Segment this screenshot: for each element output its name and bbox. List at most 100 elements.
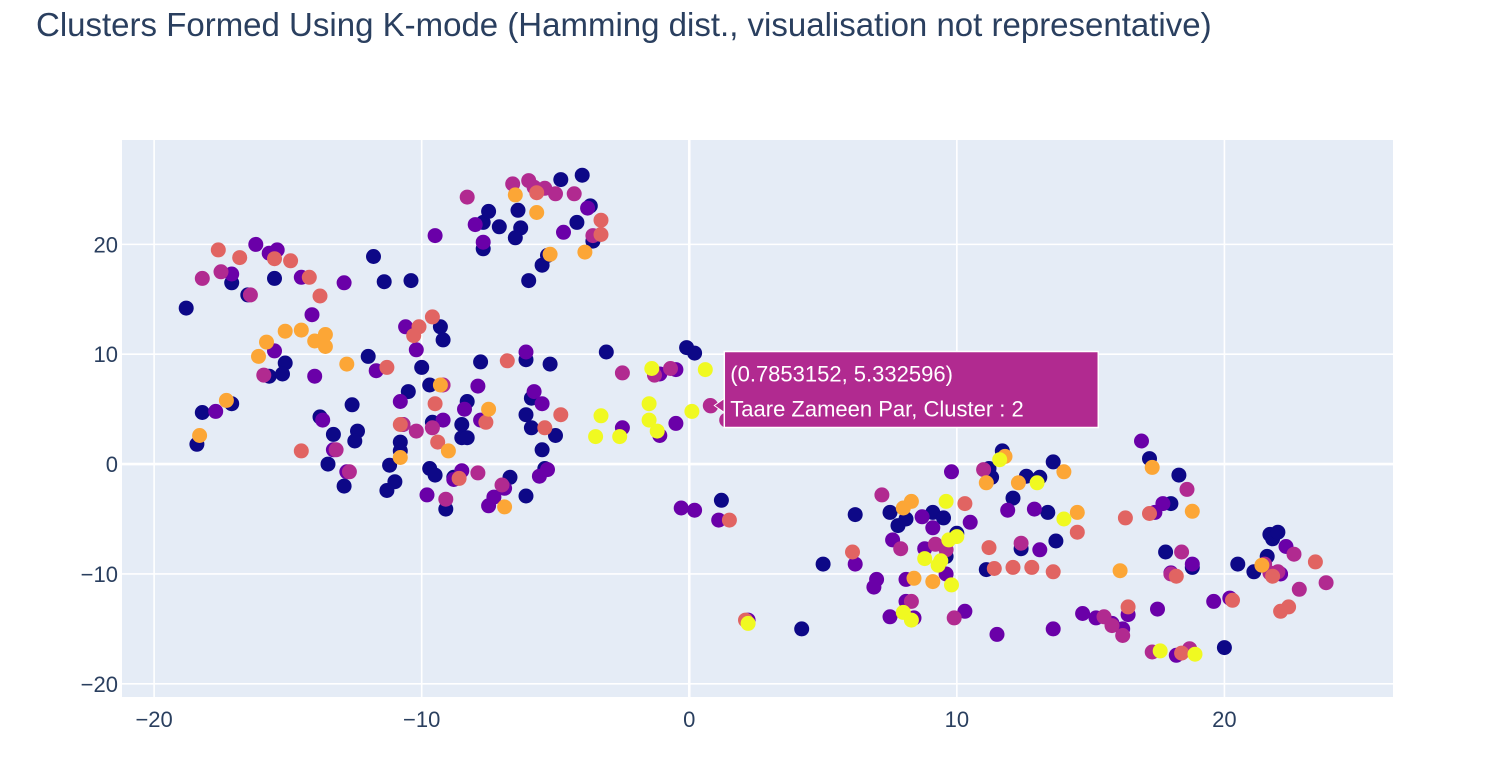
data-point-cluster-2[interactable]	[1291, 581, 1307, 597]
data-point-cluster-3[interactable]	[1168, 568, 1184, 584]
data-point-cluster-4[interactable]	[1056, 464, 1072, 480]
data-point-cluster-1[interactable]	[847, 556, 863, 572]
data-point-cluster-4[interactable]	[481, 401, 497, 417]
data-point-cluster-1[interactable]	[957, 603, 973, 619]
data-point-cluster-2[interactable]	[470, 465, 486, 481]
data-point-cluster-0[interactable]	[542, 356, 558, 372]
data-point-cluster-3[interactable]	[1174, 645, 1190, 661]
data-point-cluster-2[interactable]	[1013, 535, 1029, 551]
data-point-cluster-5[interactable]	[641, 412, 657, 428]
data-point-cluster-4[interactable]	[903, 493, 919, 509]
data-point-cluster-3[interactable]	[293, 443, 309, 459]
data-point-cluster-3[interactable]	[721, 512, 737, 528]
data-point-cluster-0[interactable]	[794, 621, 810, 637]
data-point-cluster-2[interactable]	[566, 186, 582, 202]
data-point-cluster-3[interactable]	[1117, 510, 1133, 526]
data-point-cluster-0[interactable]	[1005, 490, 1021, 506]
data-point-cluster-1[interactable]	[307, 368, 323, 384]
data-point-cluster-2[interactable]	[874, 487, 890, 503]
data-point-cluster-3[interactable]	[283, 253, 299, 269]
data-point-cluster-2[interactable]	[256, 367, 272, 383]
data-point-cluster-2[interactable]	[893, 541, 909, 557]
data-point-cluster-3[interactable]	[553, 407, 569, 423]
data-point-cluster-0[interactable]	[1045, 454, 1061, 470]
data-point-cluster-4[interactable]	[392, 450, 408, 465]
data-point-cluster-3[interactable]	[957, 496, 973, 512]
data-point-cluster-1[interactable]	[925, 520, 941, 536]
data-point-cluster-3[interactable]	[1142, 506, 1157, 521]
data-point-cluster-0[interactable]	[275, 366, 290, 382]
data-point-cluster-4[interactable]	[542, 246, 558, 262]
data-point-cluster-0[interactable]	[360, 348, 376, 364]
data-point-cluster-5[interactable]	[992, 452, 1008, 468]
data-point-cluster-5[interactable]	[1187, 646, 1203, 662]
data-point-cluster-0[interactable]	[553, 172, 569, 188]
data-point-cluster-2[interactable]	[213, 264, 229, 280]
data-point-cluster-1[interactable]	[304, 307, 320, 323]
data-point-cluster-3[interactable]	[392, 417, 408, 432]
data-point-cluster-0[interactable]	[347, 433, 363, 449]
data-point-cluster-0[interactable]	[194, 405, 210, 420]
data-point-cluster-2[interactable]	[548, 186, 563, 202]
data-point-cluster-0[interactable]	[435, 332, 451, 348]
data-point-cluster-3[interactable]	[267, 251, 282, 267]
data-point-cluster-3[interactable]	[232, 250, 248, 266]
data-point-cluster-2[interactable]	[242, 287, 258, 303]
data-point-cluster-0[interactable]	[422, 377, 438, 393]
data-point-cluster-3[interactable]	[499, 353, 515, 369]
data-point-cluster-2[interactable]	[1286, 546, 1302, 562]
data-point-cluster-0[interactable]	[1048, 533, 1064, 549]
data-point-cluster-4[interactable]	[978, 475, 994, 491]
data-point-cluster-1[interactable]	[467, 217, 483, 233]
data-point-cluster-4[interactable]	[317, 327, 333, 342]
data-point-cluster-1[interactable]	[540, 462, 555, 478]
data-point-cluster-4[interactable]	[529, 205, 545, 220]
data-point-cluster-4[interactable]	[317, 339, 333, 354]
data-point-cluster-5[interactable]	[944, 577, 959, 593]
data-point-cluster-5[interactable]	[740, 615, 756, 631]
data-point-cluster-0[interactable]	[574, 167, 590, 183]
data-point-cluster-2[interactable]	[976, 462, 992, 478]
data-point-cluster-0[interactable]	[534, 442, 550, 458]
data-point-cluster-0[interactable]	[1216, 640, 1232, 656]
data-point-cluster-2[interactable]	[408, 423, 424, 439]
data-point-cluster-5[interactable]	[612, 429, 628, 445]
data-point-cluster-3[interactable]	[1265, 568, 1281, 584]
data-point-cluster-3[interactable]	[593, 212, 609, 228]
data-point-cluster-0[interactable]	[344, 397, 360, 413]
data-point-cluster-1[interactable]	[556, 224, 571, 240]
data-point-cluster-3[interactable]	[411, 319, 427, 335]
data-point-cluster-1[interactable]	[668, 415, 684, 431]
data-point-cluster-3[interactable]	[537, 420, 553, 436]
data-point-cluster-4[interactable]	[293, 322, 309, 338]
data-point-cluster-5[interactable]	[684, 403, 700, 419]
data-point-cluster-1[interactable]	[526, 384, 542, 400]
data-point-cluster-2[interactable]	[1318, 575, 1334, 591]
data-point-cluster-0[interactable]	[847, 507, 863, 523]
data-point-cluster-2[interactable]	[424, 420, 440, 436]
data-point-cluster-0[interactable]	[325, 426, 341, 442]
data-point-cluster-2[interactable]	[1174, 544, 1190, 560]
data-point-cluster-4[interactable]	[497, 499, 513, 515]
data-point-cluster-2[interactable]	[903, 593, 919, 609]
data-point-cluster-4[interactable]	[1010, 475, 1026, 491]
data-point-cluster-0[interactable]	[320, 456, 336, 472]
data-point-cluster-0[interactable]	[379, 483, 395, 498]
data-point-cluster-0[interactable]	[1171, 467, 1187, 483]
data-point-cluster-3[interactable]	[593, 227, 609, 242]
data-point-cluster-4[interactable]	[906, 570, 922, 586]
data-point-cluster-0[interactable]	[427, 467, 443, 483]
data-point-cluster-5[interactable]	[1056, 511, 1072, 527]
data-point-cluster-3[interactable]	[1307, 554, 1323, 570]
data-point-cluster-5[interactable]	[593, 408, 609, 424]
data-point-cluster-0[interactable]	[687, 345, 703, 361]
data-point-cluster-1[interactable]	[962, 514, 978, 530]
data-point-cluster-0[interactable]	[178, 300, 194, 316]
data-points[interactable]	[178, 167, 1334, 663]
data-point-cluster-0[interactable]	[414, 359, 430, 375]
data-point-cluster-0[interactable]	[507, 230, 523, 246]
data-point-cluster-1[interactable]	[914, 509, 930, 525]
data-point-cluster-2[interactable]	[1179, 481, 1195, 497]
data-point-cluster-0[interactable]	[713, 492, 729, 508]
data-point-cluster-0[interactable]	[521, 273, 537, 289]
